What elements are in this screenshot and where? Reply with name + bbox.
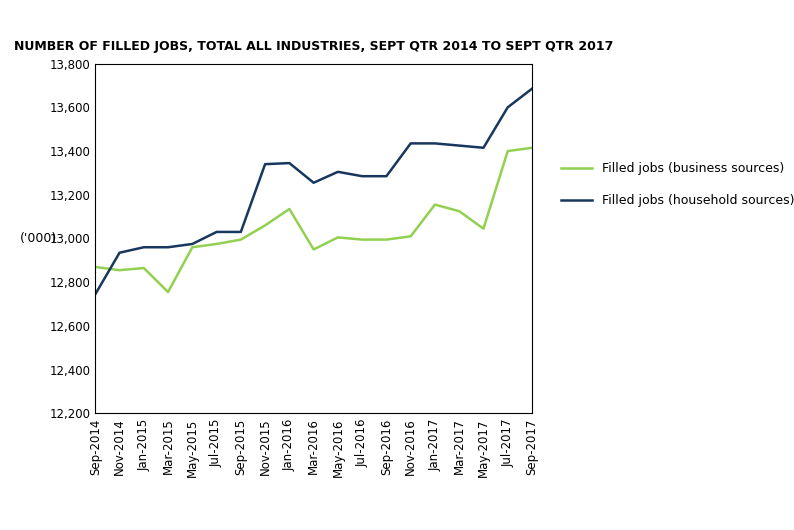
Filled jobs (household sources) <box>212 229 222 235</box>
Filled jobs (business sources) <box>503 148 512 154</box>
Filled jobs (business sources) <box>333 234 343 241</box>
Filled jobs (business sources) <box>212 241 222 247</box>
Filled jobs (household sources) <box>454 143 464 149</box>
Legend: Filled jobs (business sources), Filled jobs (household sources): Filled jobs (business sources), Filled j… <box>556 157 794 212</box>
Title: NUMBER OF FILLED JOBS, TOTAL ALL INDUSTRIES, SEPT QTR 2014 TO SEPT QTR 2017: NUMBER OF FILLED JOBS, TOTAL ALL INDUSTR… <box>14 40 613 52</box>
Filled jobs (household sources) <box>91 291 100 297</box>
Filled jobs (business sources) <box>236 236 245 243</box>
Filled jobs (household sources) <box>236 229 245 235</box>
Line: Filled jobs (household sources): Filled jobs (household sources) <box>95 89 532 294</box>
Filled jobs (business sources) <box>115 267 125 273</box>
Filled jobs (household sources) <box>309 180 318 186</box>
Filled jobs (household sources) <box>430 140 440 147</box>
Filled jobs (business sources) <box>284 206 294 212</box>
Filled jobs (household sources) <box>139 244 148 250</box>
Filled jobs (household sources) <box>382 173 391 179</box>
Filled jobs (household sources) <box>187 241 197 247</box>
Filled jobs (household sources) <box>357 173 367 179</box>
Filled jobs (household sources) <box>479 145 488 151</box>
Filled jobs (household sources) <box>115 250 125 256</box>
Filled jobs (business sources) <box>406 233 415 240</box>
Filled jobs (household sources) <box>284 160 294 166</box>
Filled jobs (household sources) <box>406 140 415 147</box>
Filled jobs (business sources) <box>139 265 148 271</box>
Filled jobs (business sources) <box>454 208 464 214</box>
Filled jobs (business sources) <box>91 264 100 270</box>
Filled jobs (business sources) <box>309 246 318 253</box>
Filled jobs (business sources) <box>260 222 270 228</box>
Filled jobs (business sources) <box>357 236 367 243</box>
Filled jobs (household sources) <box>503 104 512 110</box>
Filled jobs (business sources) <box>430 201 440 208</box>
Filled jobs (business sources) <box>187 244 197 250</box>
Filled jobs (household sources) <box>333 169 343 175</box>
Line: Filled jobs (business sources): Filled jobs (business sources) <box>95 148 532 292</box>
Filled jobs (business sources) <box>382 236 391 243</box>
Filled jobs (household sources) <box>164 244 173 250</box>
Filled jobs (business sources) <box>479 225 488 232</box>
Filled jobs (business sources) <box>527 145 537 151</box>
Y-axis label: ('000): ('000) <box>20 232 57 245</box>
Filled jobs (household sources) <box>260 161 270 167</box>
Filled jobs (household sources) <box>527 85 537 92</box>
Filled jobs (business sources) <box>164 289 173 295</box>
